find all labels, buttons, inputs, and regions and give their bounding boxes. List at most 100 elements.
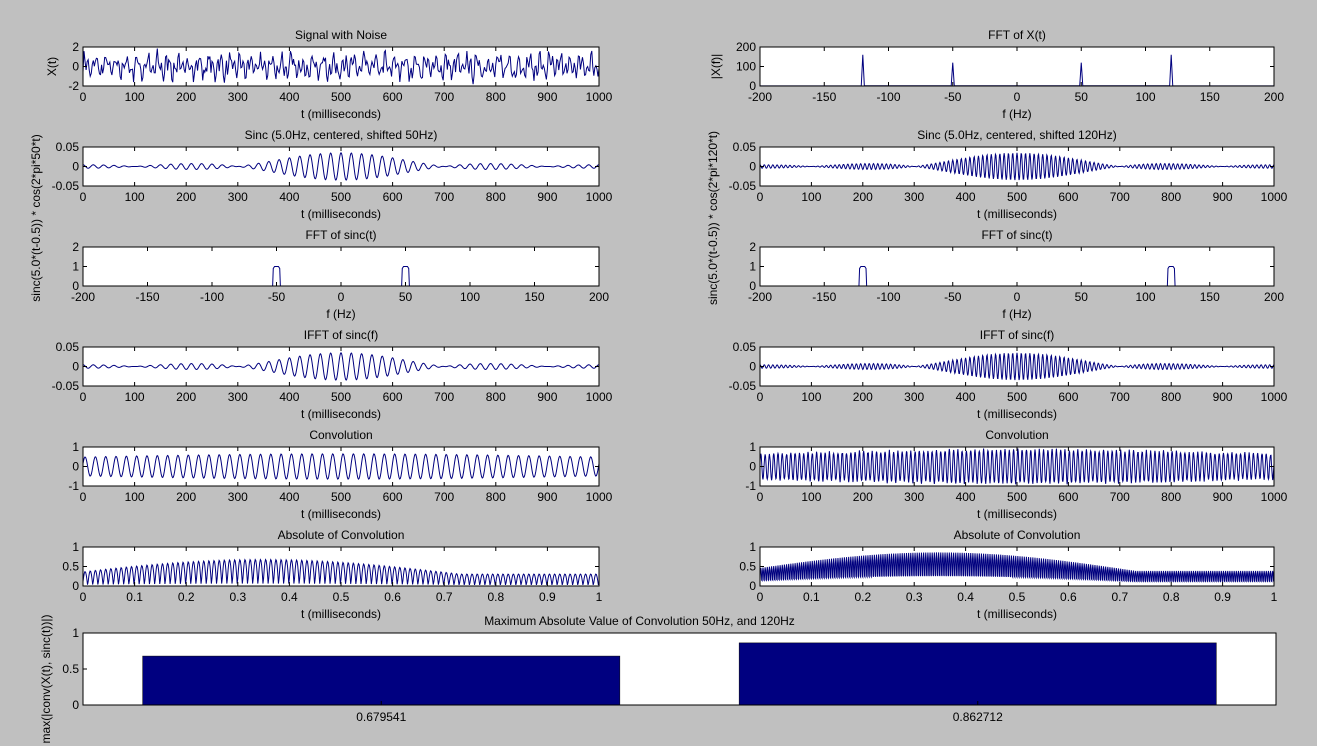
y-tick-label: 0 bbox=[749, 279, 756, 293]
chart-panel-p10: Convolution 0 100 200 300 400 500 600 700 800 900 1… bbox=[745, 428, 1287, 521]
x-tick-label: 150 bbox=[1200, 290, 1220, 304]
y-tick-label: 0 bbox=[749, 360, 756, 374]
x-tick-label: 900 bbox=[1213, 190, 1233, 204]
y-tick-label: 0 bbox=[72, 698, 79, 712]
y-tick-label: 0 bbox=[72, 360, 79, 374]
axes-frame bbox=[759, 246, 1275, 287]
x-axis-label: t (milliseconds) bbox=[301, 607, 381, 621]
x-axis-label: t (milliseconds) bbox=[301, 207, 381, 221]
chart-title: IFFT of sinc(f) bbox=[304, 328, 378, 342]
x-axis-label: f (Hz) bbox=[1002, 307, 1031, 321]
x-axis-label: t (milliseconds) bbox=[977, 607, 1057, 621]
x-tick-label: 500 bbox=[331, 490, 351, 504]
x-tick-label: 0.1 bbox=[126, 590, 143, 604]
axes-frame bbox=[759, 346, 1275, 387]
x-tick-label: 1000 bbox=[586, 190, 613, 204]
x-tick-label: 1000 bbox=[586, 90, 613, 104]
y-tick-label: -2 bbox=[68, 79, 79, 93]
x-tick-label: 500 bbox=[331, 190, 351, 204]
x-tick-label: 0 bbox=[1014, 90, 1021, 104]
x-tick-label: 300 bbox=[228, 490, 248, 504]
y-tick-label: 0 bbox=[749, 160, 756, 174]
axes-frame bbox=[82, 46, 600, 87]
y-tick-label: 0 bbox=[72, 60, 79, 74]
x-tick-label: 150 bbox=[1200, 90, 1220, 104]
x-tick-label: 0 bbox=[80, 590, 87, 604]
x-tick-label: 0.679541 bbox=[356, 710, 406, 724]
x-tick-label: 200 bbox=[176, 390, 196, 404]
x-tick-label: 500 bbox=[331, 90, 351, 104]
x-tick-label: 100 bbox=[125, 190, 145, 204]
x-tick-label: 0.1 bbox=[803, 590, 820, 604]
x-tick-label: 0.4 bbox=[957, 590, 974, 604]
y-tick-label: 1 bbox=[72, 626, 79, 640]
x-tick-label: 100 bbox=[801, 190, 821, 204]
x-tick-label: 500 bbox=[1007, 390, 1027, 404]
series-line bbox=[83, 266, 599, 286]
y-tick-label: -1 bbox=[68, 479, 79, 493]
x-tick-label: 100 bbox=[460, 290, 480, 304]
x-tick-label: 0.7 bbox=[436, 590, 453, 604]
x-tick-label: -200 bbox=[71, 290, 95, 304]
x-tick-label: 700 bbox=[434, 190, 454, 204]
chart-panel-p2: FFT of X(t) -200 -150 -100 -50 0 50 100 150 200 0 1… bbox=[709, 28, 1284, 121]
x-tick-label: -50 bbox=[944, 90, 962, 104]
x-tick-label: 0.3 bbox=[229, 590, 246, 604]
series-line bbox=[83, 558, 599, 586]
chart-title: FFT of X(t) bbox=[988, 28, 1046, 42]
chart-panel-p6: FFT of sinc(t)-200 -150 -100 -50 0 50 100 150 20… bbox=[748, 228, 1284, 321]
x-tick-label: -150 bbox=[135, 290, 159, 304]
x-tick-label: 0.6 bbox=[384, 590, 401, 604]
chart-panel-p11: Absolute of Convolution 0 0.1 0.2 0.3 0.4 0.5 0… bbox=[62, 528, 602, 621]
y-axis-label: |X(f)| bbox=[709, 54, 723, 80]
chart-title: FFT of sinc(t) bbox=[981, 228, 1052, 242]
axes-frame bbox=[759, 46, 1275, 87]
x-tick-label: 200 bbox=[1264, 90, 1284, 104]
chart-panel-p3: Sinc (5.0Hz, centered, shifted 50Hz)0 100… bbox=[29, 128, 613, 302]
x-axis-label: f (Hz) bbox=[1002, 107, 1031, 121]
x-tick-label: 0.3 bbox=[906, 590, 923, 604]
x-axis-label: f (Hz) bbox=[326, 307, 355, 321]
x-axis-label: t (milliseconds) bbox=[977, 507, 1057, 521]
x-tick-label: 50 bbox=[1075, 90, 1089, 104]
y-axis-label: X(t) bbox=[45, 57, 59, 76]
series-line bbox=[760, 352, 1274, 381]
series-line bbox=[83, 453, 599, 480]
x-tick-label: 300 bbox=[228, 190, 248, 204]
x-tick-label: 300 bbox=[228, 390, 248, 404]
x-tick-label: 400 bbox=[279, 390, 299, 404]
x-tick-label: 0.6 bbox=[1060, 590, 1077, 604]
chart-title: Convolution bbox=[309, 428, 372, 442]
x-tick-label: 1000 bbox=[1261, 190, 1288, 204]
x-tick-label: 500 bbox=[331, 390, 351, 404]
x-tick-label: 50 bbox=[1075, 290, 1089, 304]
x-tick-label: 200 bbox=[176, 190, 196, 204]
series-line bbox=[83, 48, 599, 85]
x-tick-label: 0 bbox=[80, 490, 87, 504]
x-tick-label: 800 bbox=[486, 90, 506, 104]
x-tick-label: -100 bbox=[876, 90, 900, 104]
axes-frame bbox=[759, 546, 1275, 587]
x-tick-label: -150 bbox=[812, 290, 836, 304]
axes-frame bbox=[82, 146, 600, 187]
x-tick-label: 100 bbox=[125, 490, 145, 504]
x-tick-label: 100 bbox=[125, 90, 145, 104]
series-line bbox=[83, 152, 599, 181]
x-tick-label: 0 bbox=[757, 390, 764, 404]
series-line bbox=[760, 266, 1274, 286]
y-tick-label: 0.5 bbox=[739, 560, 756, 574]
y-tick-label: 1 bbox=[72, 260, 79, 274]
y-tick-label: -0.05 bbox=[52, 379, 80, 393]
y-tick-label: 200 bbox=[736, 40, 756, 54]
x-tick-label: -100 bbox=[876, 290, 900, 304]
x-tick-label: 1 bbox=[1271, 590, 1278, 604]
x-tick-label: 700 bbox=[434, 90, 454, 104]
x-tick-label: 400 bbox=[279, 490, 299, 504]
y-tick-label: -0.05 bbox=[729, 379, 757, 393]
chart-title: Sinc (5.0Hz, centered, shifted 120Hz) bbox=[917, 128, 1116, 142]
x-tick-label: 0.4 bbox=[281, 590, 298, 604]
x-tick-label: -50 bbox=[268, 290, 286, 304]
chart-panel-p13: Maximum Absolute Value of Convolution 50… bbox=[39, 614, 1277, 743]
y-tick-label: 0.05 bbox=[56, 140, 80, 154]
